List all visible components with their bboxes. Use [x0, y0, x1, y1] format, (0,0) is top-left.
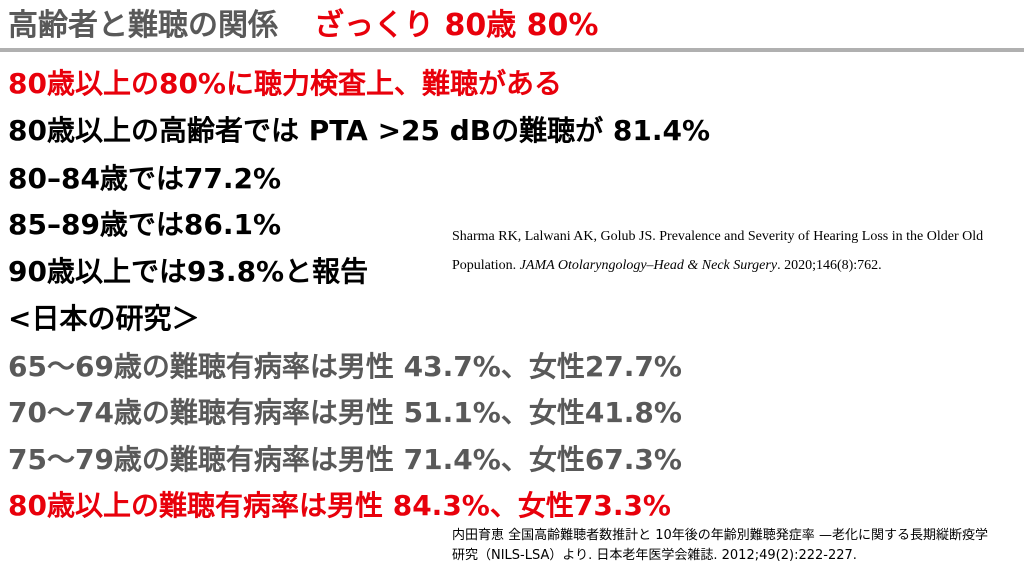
citation-text: Sharma RK, Lalwani AK, Golub JS. Prevale… — [452, 229, 984, 273]
journal-name: JAMA Otolaryngology–Head & Neck Surgery — [519, 258, 778, 273]
text-line: 80歳以上の80%に聴力検査上、難聴がある — [8, 67, 562, 100]
text-line: 70〜74歳の難聴有病率は男性 51.1%、女性41.8% — [8, 396, 682, 429]
text-line: 80–84歳では77.2% — [8, 162, 282, 195]
text-line: 90歳以上では93.8%と報告 — [8, 255, 369, 288]
title-underline — [0, 48, 1024, 52]
title-highlight: ざっくり 80歳 80% — [314, 8, 599, 43]
text-line: 65〜69歳の難聴有病率は男性 43.7%、女性27.7% — [8, 350, 682, 383]
citation: Sharma RK, Lalwani AK, Golub JS. Prevale… — [452, 222, 1012, 280]
text-line: 85–89歳では86.1% — [8, 208, 282, 241]
citation-text: . 2020;146(8):762. — [777, 258, 882, 273]
title-text: 高齢者と難聴の関係 — [8, 8, 278, 43]
slide-title: 高齢者と難聴の関係 ざっくり 80歳 80% — [8, 6, 598, 46]
text-line: 80歳以上の高齢者では PTA >25 dBの難聴が 81.4% — [8, 114, 711, 147]
citation: 内田育恵 全国高齢難聴者数推計と 10年後の年齢別難聴発症率 —老化に関する長期… — [452, 528, 988, 563]
text-line: 80歳以上の難聴有病率は男性 84.3%、女性73.3% — [8, 489, 671, 522]
text-line: 75〜79歳の難聴有病率は男性 71.4%、女性67.3% — [8, 443, 682, 476]
text-line: <日本の研究＞ — [8, 302, 200, 335]
